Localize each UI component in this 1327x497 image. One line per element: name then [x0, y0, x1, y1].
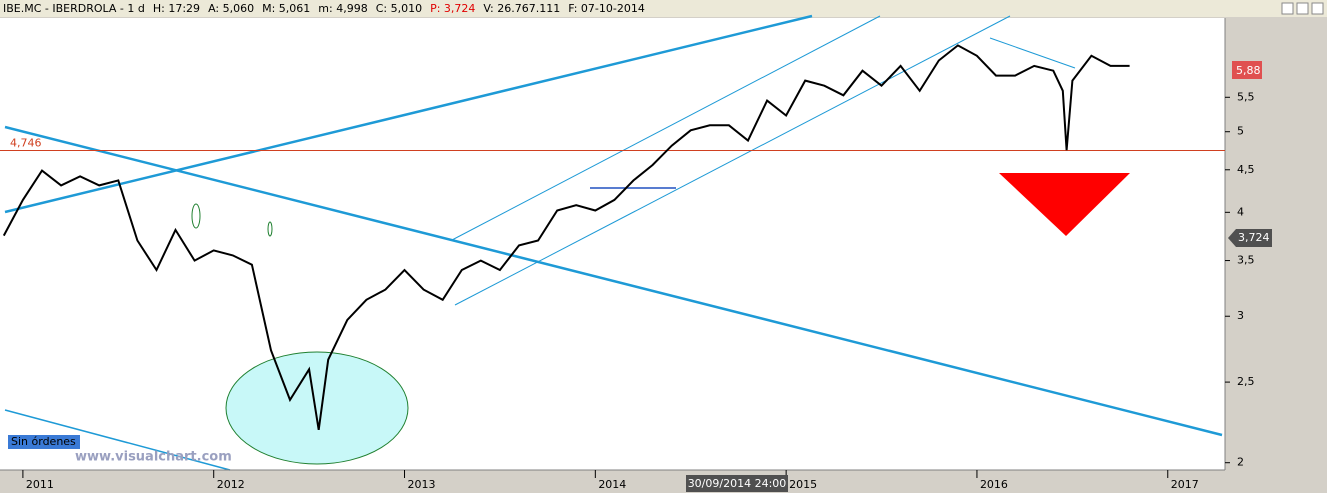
status-box	[8, 435, 80, 449]
warning-triangle	[999, 173, 1130, 236]
y-tick-label: 4	[1237, 205, 1244, 218]
y-tick-label: 4,5	[1237, 163, 1255, 176]
channel-line	[451, 15, 881, 241]
minimize[interactable]	[1281, 2, 1294, 15]
cursor-box	[686, 475, 788, 492]
x-tick-label: 2014	[598, 478, 626, 491]
header-field: IBE.MC - IBERDROLA - 1 d	[3, 2, 145, 15]
status: Sin órdenes	[11, 435, 76, 448]
plot: 2 2,5 3 3,5 4 4,5 5 5,5 2011 2012 2013 2014 2015 2016…	[0, 18, 1255, 491]
y-tick-label: 5	[1237, 125, 1244, 138]
header-field: m: 4,998	[318, 2, 367, 15]
header-field: V: 26.767.111	[483, 2, 560, 15]
trend-line	[4, 14, 813, 214]
plot-area	[0, 18, 1225, 470]
drawings	[4, 14, 1223, 471]
close[interactable]	[1311, 2, 1324, 15]
channel-line	[454, 15, 1011, 306]
price-marker	[1228, 229, 1272, 247]
price-line	[2, 44, 1130, 431]
x-tick-label: 2017	[1171, 478, 1199, 491]
price-label: 5,88	[1236, 64, 1261, 77]
maximize[interactable]	[1296, 2, 1309, 15]
y-tick-label: 5,5	[1237, 90, 1255, 103]
header: IBE.MC - IBERDROLA - 1 d H: 17:29 A: 5,060…	[3, 2, 645, 15]
trend-line	[989, 37, 1076, 69]
highlight-ellipse	[267, 221, 273, 237]
header-bar	[0, 0, 1327, 17]
x-tick-label: 2011	[26, 478, 54, 491]
trend-line	[4, 409, 231, 471]
x-tick-label: 2012	[217, 478, 245, 491]
x-tick-label: 2015	[789, 478, 817, 491]
trend-line	[4, 125, 1223, 437]
y-tick-label: 3,5	[1237, 254, 1255, 267]
price-label: 3,724	[1238, 231, 1270, 244]
y-tick-label: 2,5	[1237, 375, 1255, 388]
highlight-ellipse	[191, 203, 201, 229]
level-label: 4,746	[10, 137, 42, 150]
header-field: F: 07-10-2014	[568, 2, 645, 15]
header-field: M: 5,061	[262, 2, 310, 15]
header-field: C: 5,010	[376, 2, 422, 15]
y-tick-label: 3	[1237, 309, 1244, 322]
x-tick-label: 2013	[408, 478, 436, 491]
price-marker	[1232, 61, 1262, 79]
header-field: A: 5,060	[208, 2, 254, 15]
window-buttons[interactable]	[1281, 2, 1324, 15]
watermark: www.visualchart.com	[75, 450, 232, 465]
y-tick-label: 2	[1237, 456, 1244, 469]
x-tick-label: 2016	[980, 478, 1008, 491]
header-field: H: 17:29	[153, 2, 200, 15]
cursor-date: 30/09/2014 24:00	[688, 477, 787, 490]
header-field: P: 3,724	[430, 2, 475, 15]
highlight-ellipse	[225, 351, 409, 465]
